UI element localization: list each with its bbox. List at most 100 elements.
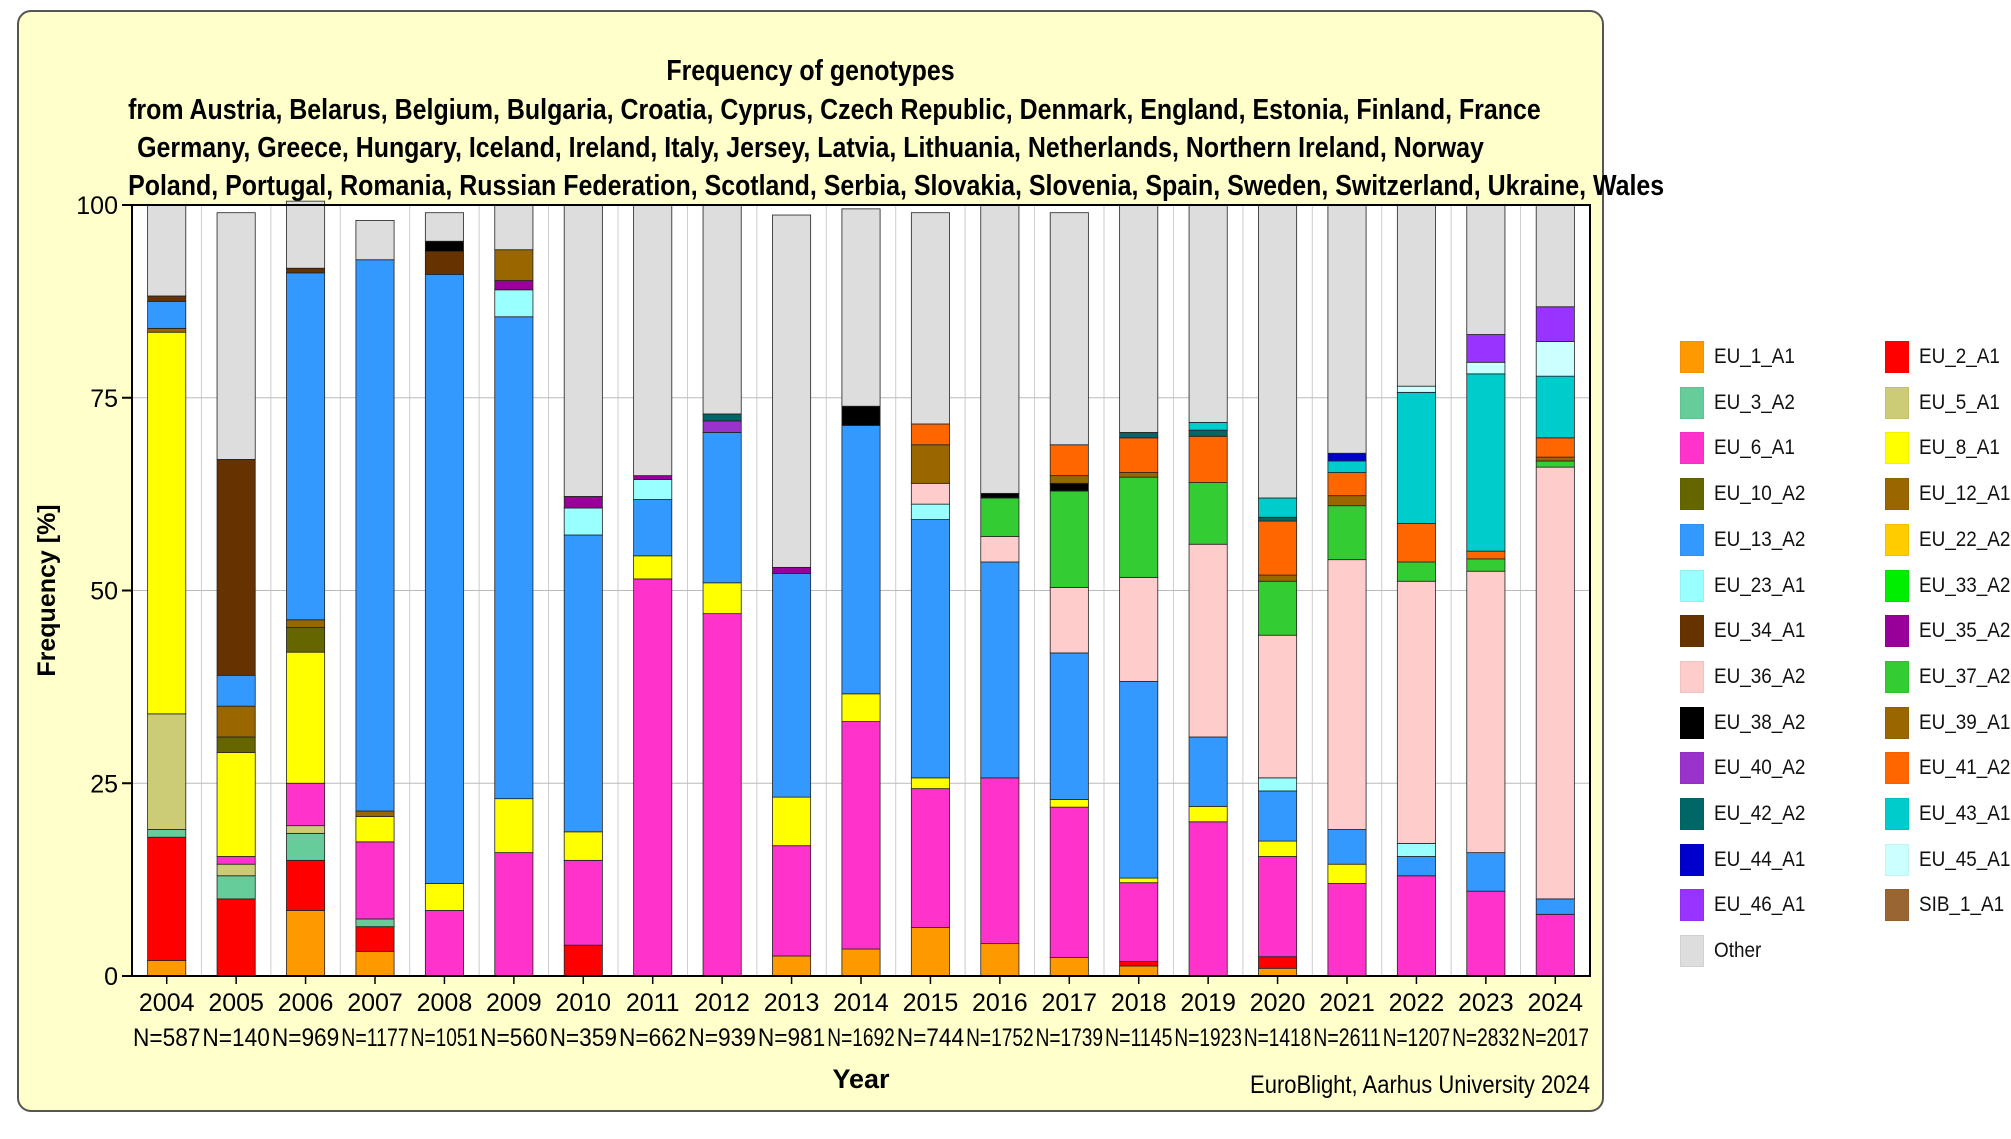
bar-segment-eu-6-a1-2024: [1535, 913, 1575, 977]
bar-segment-eu-2-a1-2010: [563, 944, 603, 977]
bar-segment-eu-13-a2-2012: [702, 432, 742, 584]
bar-segment-eu-38-a2-2017: [1049, 482, 1089, 492]
legend-item-eu-42-a2: EU_42_A2: [1680, 797, 1816, 831]
bar-segment-eu-1-a1-2013: [772, 955, 812, 977]
bar-segment-eu-41-a2-2021: [1327, 472, 1367, 497]
x-tick-label: 2015: [903, 989, 959, 1017]
legend-item-eu-22-a2: EU_22_A2: [1885, 523, 2011, 557]
bar-segment-eu-13-a2-2018: [1119, 681, 1159, 879]
legend-label: EU_22_A2: [1919, 527, 2011, 551]
legend-item-eu-43-a1: EU_43_A1: [1885, 797, 2011, 831]
bar-segment-eu-43-a1-2023: [1466, 373, 1506, 552]
legend-item-eu-2-a1: EU_2_A1: [1885, 340, 2009, 374]
bar-segment-eu-43-a1-2021: [1327, 460, 1367, 473]
sample-size-label: N=2611: [1313, 1024, 1380, 1052]
legend-label: SIB_1_A1: [1919, 893, 2005, 917]
bar-segment-eu-1-a1-2020: [1258, 967, 1298, 977]
bar-segment-other-2004: [147, 204, 187, 297]
legend-swatch: [1680, 569, 1704, 602]
legend-item-sib-1-a1: SIB_1_A1: [1885, 888, 2011, 922]
x-tick-label: 2011: [626, 989, 680, 1017]
legend-swatch: [1885, 478, 1909, 511]
bar-segment-eu-41-a2-2020: [1258, 520, 1298, 576]
legend-label: Other: [1714, 939, 1762, 963]
bar-segment-eu-13-a2-2013: [772, 573, 812, 798]
legend-label: EU_40_A2: [1714, 756, 1806, 780]
x-tick-label: 2019: [1180, 989, 1236, 1017]
y-tick-label: 75: [90, 385, 118, 413]
bar-segment-eu-36-a2-2017: [1049, 587, 1089, 654]
legend-label: EU_33_A2: [1919, 573, 2011, 597]
legend-swatch: [1680, 523, 1704, 556]
sample-size-label: N=1692: [827, 1024, 894, 1052]
bar-segment-eu-39-a1-2015: [910, 444, 950, 484]
bar-segment-eu-37-a2-2019: [1188, 482, 1228, 545]
bar-segment-eu-6-a1-2014: [841, 721, 881, 950]
sample-size-label: N=359: [550, 1024, 617, 1052]
legend-swatch: [1885, 523, 1909, 556]
x-tick-label: 2004: [139, 989, 195, 1017]
x-tick-label: 2016: [972, 989, 1028, 1017]
legend-item-eu-13-a2: EU_13_A2: [1680, 523, 1816, 557]
bar-segment-eu-39-a1-2021: [1327, 495, 1367, 507]
bar-segment-other-2005: [216, 212, 256, 460]
bar-segment-eu-23-a1-2009: [494, 289, 534, 318]
sample-size-label: N=1752: [966, 1024, 1033, 1052]
bar-segment-other-2021: [1327, 204, 1367, 454]
bar-segment-eu-46-a1-2024: [1535, 306, 1575, 342]
bar-segment-eu-43-a1-2020: [1258, 497, 1298, 518]
bar-segment-other-2014: [841, 208, 881, 407]
sample-size-label: N=560: [480, 1024, 547, 1052]
x-tick-label: 2006: [278, 989, 334, 1017]
legend-item-eu-6-a1: EU_6_A1: [1680, 431, 1804, 465]
bar-segment-eu-5-a1-2006: [286, 825, 326, 834]
bar-segment-eu-37-a2-2022: [1396, 561, 1436, 582]
bar-segment-other-2006: [286, 200, 326, 269]
bar-segment-eu-12-a1-2007: [355, 810, 395, 817]
bar-segment-other-2010: [563, 204, 603, 497]
bar-segment-eu-8-a1-2007: [355, 816, 395, 843]
legend-item-eu-46-a1: EU_46_A1: [1680, 888, 1816, 922]
bar-segment-eu-1-a1-2018: [1119, 965, 1159, 977]
bar-segment-eu-8-a1-2013: [772, 796, 812, 847]
legend-item-eu-40-a2: EU_40_A2: [1680, 751, 1816, 785]
bar-segment-eu-6-a1-2012: [702, 613, 742, 977]
bar-segment-eu-2-a1-2005: [216, 898, 256, 977]
bar-segment-eu-13-a2-2010: [563, 534, 603, 833]
bar-segment-eu-2-a1-2018: [1119, 960, 1159, 967]
bar-segment-eu-39-a1-2024: [1535, 456, 1575, 462]
bar-segment-eu-34-a1-2006: [286, 267, 326, 274]
bar-segment-eu-8-a1-2014: [841, 693, 881, 722]
legend-swatch: [1680, 752, 1704, 785]
bar-segment-eu-41-a2-2022: [1396, 523, 1436, 563]
legend-label: EU_44_A1: [1714, 847, 1806, 871]
bar-segment-eu-13-a2-2017: [1049, 652, 1089, 800]
legend-label: EU_2_A1: [1919, 345, 2000, 368]
y-tick-label: 25: [90, 770, 118, 798]
bar-segment-eu-13-a2-2016: [980, 561, 1020, 779]
sample-size-label: N=939: [688, 1024, 755, 1052]
bar-segment-eu-13-a2-2006: [286, 272, 326, 621]
chart-subtitle-line-2: Germany, Greece, Hungary, Iceland, Irela…: [137, 132, 1484, 164]
bar-segment-eu-42-a2-2018: [1119, 432, 1159, 439]
bar-segment-eu-3-a2-2004: [147, 829, 187, 838]
sample-size-label: N=1051: [411, 1024, 478, 1052]
bar-segment-eu-13-a2-2023: [1466, 852, 1506, 892]
bar-segment-other-2016: [980, 204, 1020, 494]
y-tick-label: 50: [90, 578, 118, 606]
legend-label: EU_46_A1: [1714, 893, 1806, 917]
bar-segment-eu-39-a1-2020: [1258, 574, 1298, 582]
legend-swatch: [1885, 706, 1909, 739]
bar-segment-eu-36-a2-2021: [1327, 559, 1367, 830]
x-tick-label: 2021: [1319, 989, 1375, 1017]
sample-size-label: N=1145: [1105, 1024, 1172, 1052]
sample-size-label: N=1923: [1174, 1024, 1241, 1052]
bar-segment-other-2022: [1396, 204, 1436, 387]
bar-segment-eu-43-a1-2024: [1535, 375, 1575, 439]
bar-segment-eu-2-a1-2007: [355, 926, 395, 952]
bar-segment-eu-1-a1-2015: [910, 927, 950, 977]
bar-segment-other-2023: [1466, 204, 1506, 335]
bar-segment-eu-36-a2-2015: [910, 482, 950, 505]
chart-subtitle-line-1: from Austria, Belarus, Belgium, Bulgaria…: [128, 94, 1541, 126]
